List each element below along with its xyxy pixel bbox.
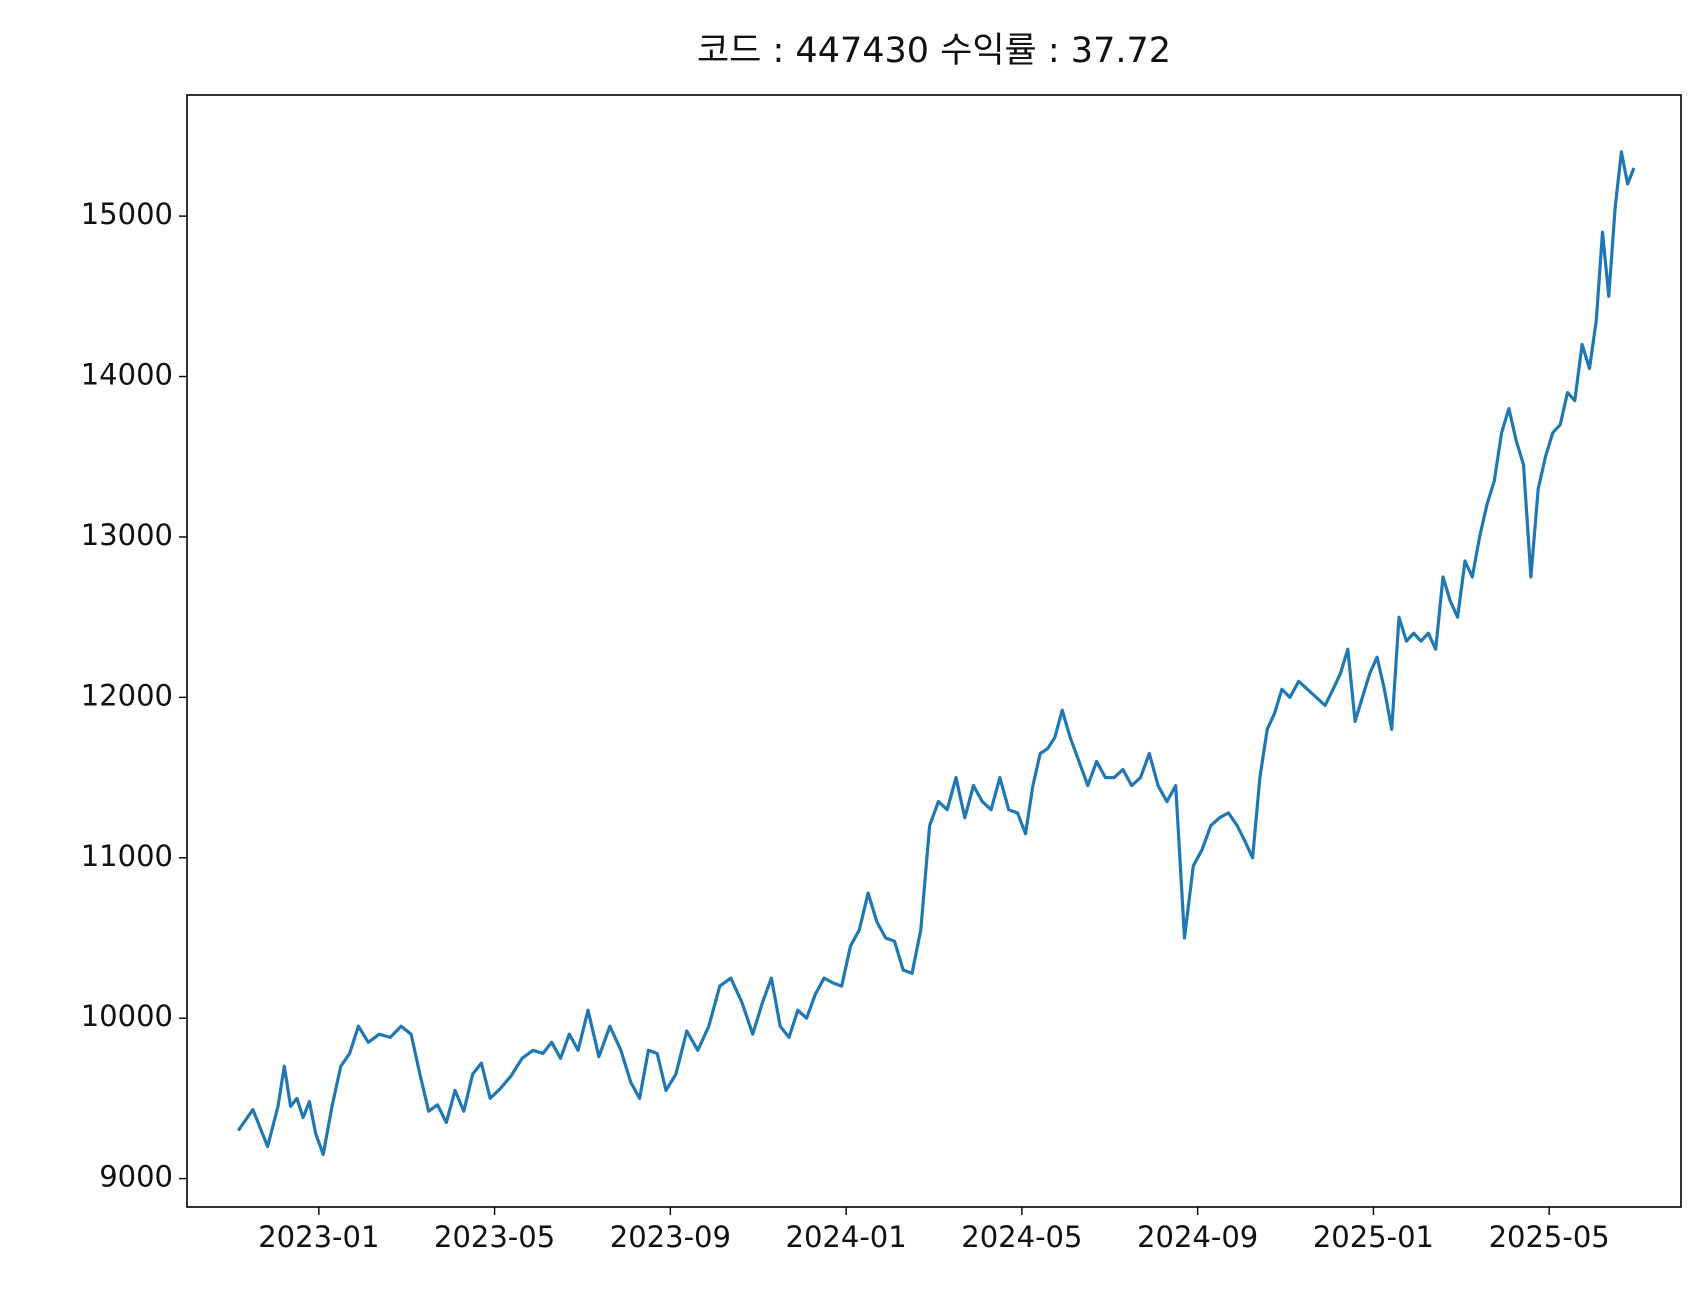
y-tick-label: 13000: [81, 518, 173, 552]
y-tick-label: 11000: [81, 839, 173, 873]
plot-area: [186, 94, 1682, 1208]
x-tick-label: 2023-05: [434, 1220, 555, 1254]
price-line: [236, 150, 1636, 1157]
chart-title: 코드 : 447430 수익률 : 37.72: [697, 31, 1171, 71]
x-tick-label: 2025-05: [1489, 1220, 1610, 1254]
y-tick-label: 14000: [81, 358, 173, 392]
x-tick-label: 2024-01: [786, 1220, 907, 1254]
x-tick-label: 2024-09: [1137, 1220, 1258, 1254]
y-tick-label: 12000: [81, 678, 173, 712]
x-tick-label: 2023-01: [258, 1220, 379, 1254]
y-tick-label: 9000: [99, 1160, 173, 1194]
x-tick-label: 2024-05: [961, 1220, 1082, 1254]
x-tick-label: 2025-01: [1313, 1220, 1434, 1254]
y-tick-label: 15000: [81, 197, 173, 231]
x-tick-label: 2023-09: [610, 1220, 731, 1254]
y-tick-label: 10000: [81, 999, 173, 1033]
